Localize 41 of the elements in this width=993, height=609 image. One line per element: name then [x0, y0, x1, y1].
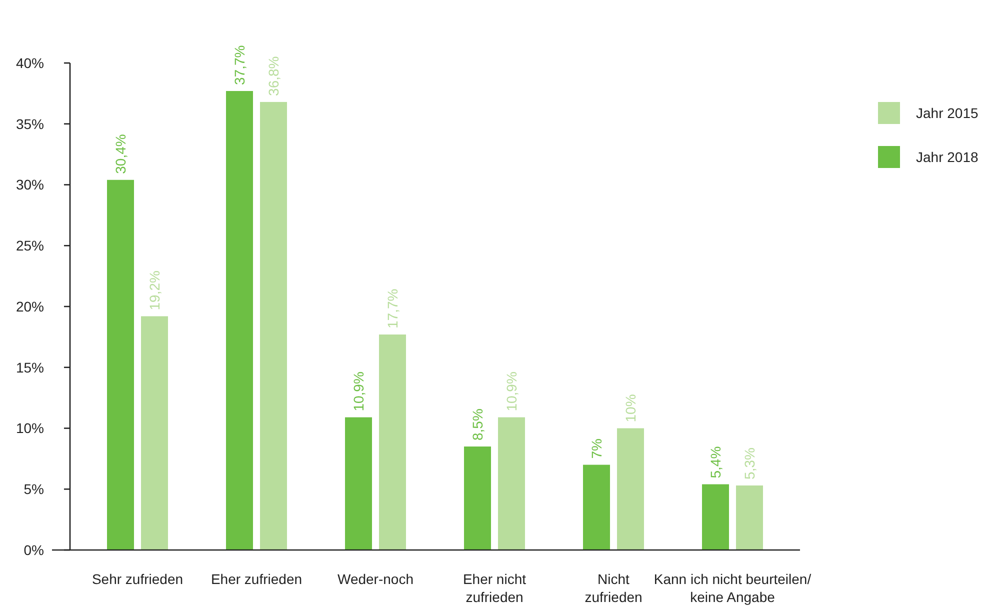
bar — [260, 102, 287, 550]
bar — [583, 464, 610, 550]
data-label: 10,9% — [504, 372, 520, 412]
x-tick-label: Weder-noch — [337, 571, 414, 587]
data-label: 30,4% — [112, 134, 128, 174]
x-tick-label: Eher zufrieden — [210, 571, 302, 587]
data-label: 17,7% — [384, 288, 400, 329]
data-label: 37,7% — [232, 45, 248, 86]
legend-label: Jahr 2018 — [916, 148, 978, 165]
data-label: 19,2% — [146, 270, 162, 310]
bar — [702, 484, 729, 550]
y-tick-label: 10% — [16, 420, 44, 436]
data-label: 5,4% — [708, 446, 724, 478]
y-tick-label: 35% — [16, 116, 44, 132]
bar — [498, 417, 525, 550]
y-tick-label: 0% — [24, 542, 44, 558]
bar — [345, 417, 372, 550]
data-label: 8,5% — [470, 408, 486, 441]
data-label: 36,8% — [266, 56, 282, 96]
bar — [107, 180, 134, 550]
bar — [226, 91, 253, 550]
data-label: 7% — [588, 438, 604, 459]
bar — [617, 428, 644, 550]
bar — [141, 316, 168, 550]
data-label: 10,9% — [350, 372, 366, 412]
legend-label: Jahr 2015 — [916, 104, 978, 121]
bar — [464, 446, 491, 550]
y-tick-label: 5% — [24, 481, 44, 498]
bar — [379, 334, 406, 550]
y-tick-label: 25% — [16, 238, 44, 254]
x-tick-label: Eher nicht zufrieden — [462, 571, 526, 605]
x-tick-label: Kann ich nicht beurteilen/ keine Angabe — [654, 571, 812, 605]
y-tick-label: 30% — [16, 176, 44, 193]
bar — [736, 485, 763, 550]
y-tick-label: 40% — [16, 54, 44, 71]
y-tick-label: 15% — [16, 359, 44, 376]
y-tick-label: 20% — [16, 298, 44, 314]
x-tick-label: Sehr zufrieden — [92, 571, 184, 587]
data-label: 10% — [622, 394, 638, 422]
data-label: 5,3% — [742, 448, 758, 480]
x-tick-label: Nicht zufrieden — [584, 571, 642, 605]
